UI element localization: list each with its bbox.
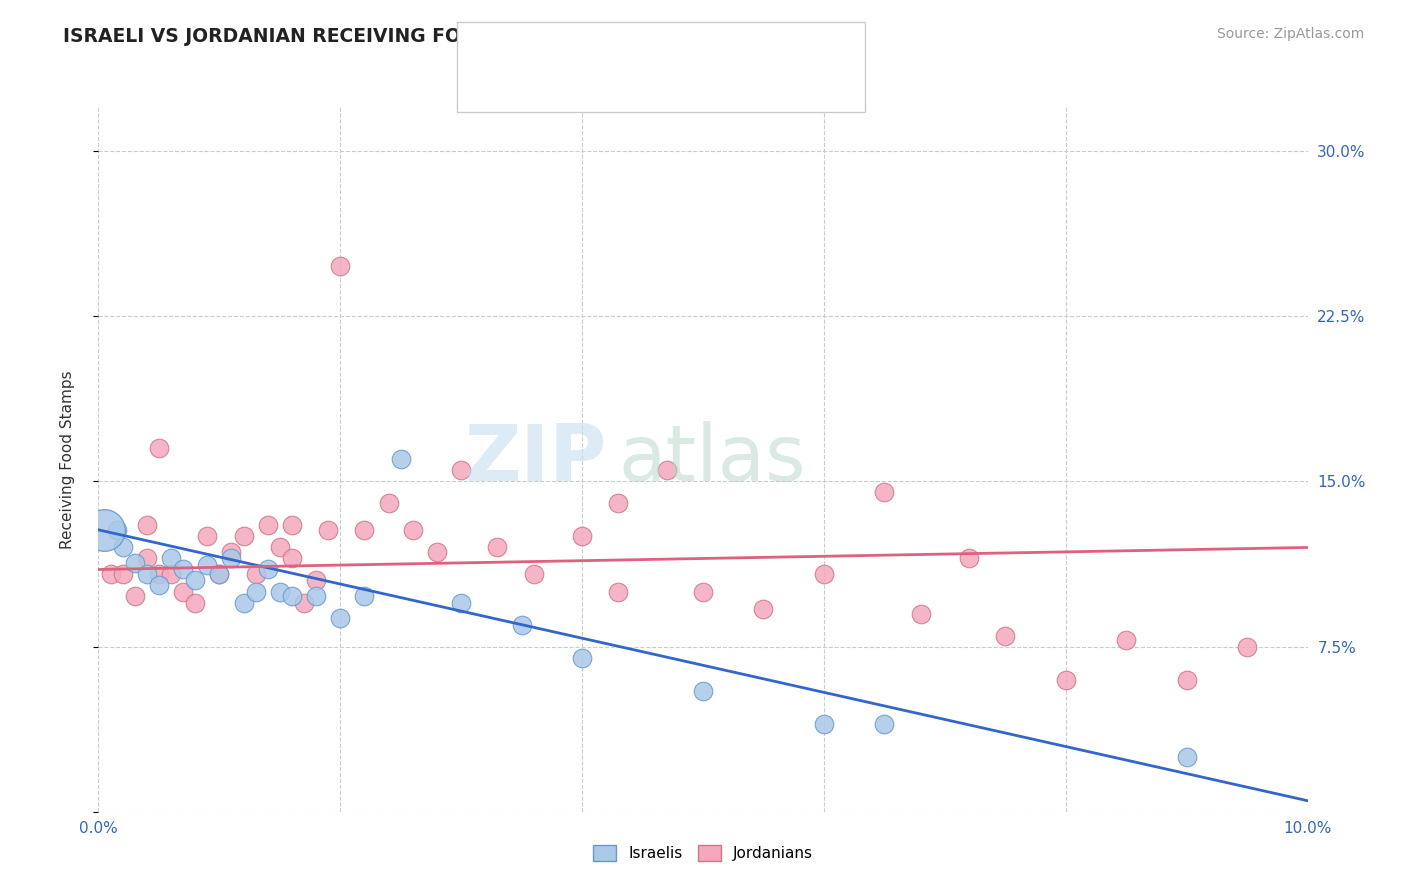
Point bbox=[148, 442, 170, 456]
Point bbox=[111, 541, 134, 555]
Point bbox=[305, 574, 328, 588]
Point bbox=[232, 595, 254, 609]
Point bbox=[450, 595, 472, 609]
Text: R =: R = bbox=[508, 78, 540, 93]
Point bbox=[329, 611, 352, 625]
Point bbox=[329, 259, 352, 273]
Y-axis label: Receiving Food Stamps: Receiving Food Stamps bbox=[60, 370, 75, 549]
Text: Source: ZipAtlas.com: Source: ZipAtlas.com bbox=[1216, 27, 1364, 41]
Text: -0.540: -0.540 bbox=[536, 41, 591, 56]
Point bbox=[486, 541, 509, 555]
Point bbox=[607, 496, 630, 510]
Point bbox=[1175, 673, 1198, 687]
Point bbox=[281, 551, 304, 566]
Text: N = 28: N = 28 bbox=[630, 41, 688, 56]
Point bbox=[111, 566, 134, 581]
FancyBboxPatch shape bbox=[475, 72, 499, 97]
Point bbox=[510, 617, 533, 632]
Point bbox=[208, 566, 231, 581]
Point bbox=[245, 566, 267, 581]
Text: R =: R = bbox=[508, 41, 540, 56]
Legend: Israelis, Jordanians: Israelis, Jordanians bbox=[586, 839, 820, 868]
Point bbox=[910, 607, 932, 621]
Point bbox=[256, 562, 278, 576]
Text: ZIP: ZIP bbox=[464, 421, 606, 498]
Point bbox=[655, 463, 678, 477]
Point bbox=[160, 566, 183, 581]
Text: atlas: atlas bbox=[619, 421, 806, 498]
Point bbox=[93, 523, 115, 537]
Point bbox=[148, 578, 170, 592]
Point bbox=[124, 556, 146, 570]
Point bbox=[135, 566, 157, 581]
Point bbox=[184, 574, 207, 588]
Point bbox=[245, 584, 267, 599]
Point bbox=[571, 529, 593, 543]
Point bbox=[172, 584, 194, 599]
Point bbox=[571, 650, 593, 665]
Point bbox=[873, 716, 896, 731]
Point bbox=[957, 551, 980, 566]
Point bbox=[353, 523, 375, 537]
FancyBboxPatch shape bbox=[475, 37, 499, 62]
Point bbox=[148, 566, 170, 581]
Point bbox=[195, 558, 218, 573]
Point bbox=[172, 562, 194, 576]
Point bbox=[389, 452, 412, 467]
Point bbox=[353, 589, 375, 603]
Point bbox=[873, 485, 896, 500]
Point bbox=[281, 518, 304, 533]
Point bbox=[1115, 632, 1137, 647]
Point bbox=[135, 518, 157, 533]
Point bbox=[105, 523, 128, 537]
Point bbox=[994, 628, 1017, 642]
Point bbox=[1236, 640, 1258, 654]
Point bbox=[692, 584, 714, 599]
Point bbox=[100, 566, 122, 581]
Point bbox=[752, 602, 775, 616]
Point bbox=[292, 595, 315, 609]
Point bbox=[813, 566, 835, 581]
Point bbox=[316, 523, 339, 537]
Point bbox=[232, 529, 254, 543]
Point bbox=[124, 589, 146, 603]
Point bbox=[1175, 749, 1198, 764]
Point bbox=[135, 551, 157, 566]
Point bbox=[208, 566, 231, 581]
Point bbox=[607, 584, 630, 599]
Text: ISRAELI VS JORDANIAN RECEIVING FOOD STAMPS CORRELATION CHART: ISRAELI VS JORDANIAN RECEIVING FOOD STAM… bbox=[63, 27, 815, 45]
Point bbox=[256, 518, 278, 533]
Point bbox=[450, 463, 472, 477]
Point bbox=[813, 716, 835, 731]
Point bbox=[281, 589, 304, 603]
Point bbox=[160, 551, 183, 566]
Text: N = 45: N = 45 bbox=[630, 78, 688, 93]
Point bbox=[426, 545, 449, 559]
Point bbox=[523, 566, 546, 581]
Point bbox=[1054, 673, 1077, 687]
Point bbox=[221, 545, 243, 559]
Point bbox=[269, 541, 291, 555]
Point bbox=[692, 683, 714, 698]
Point bbox=[184, 595, 207, 609]
Point bbox=[402, 523, 425, 537]
Point bbox=[377, 496, 399, 510]
Text: 0.021: 0.021 bbox=[536, 78, 595, 93]
Point bbox=[305, 589, 328, 603]
Point bbox=[269, 584, 291, 599]
Point bbox=[221, 551, 243, 566]
Point bbox=[195, 529, 218, 543]
